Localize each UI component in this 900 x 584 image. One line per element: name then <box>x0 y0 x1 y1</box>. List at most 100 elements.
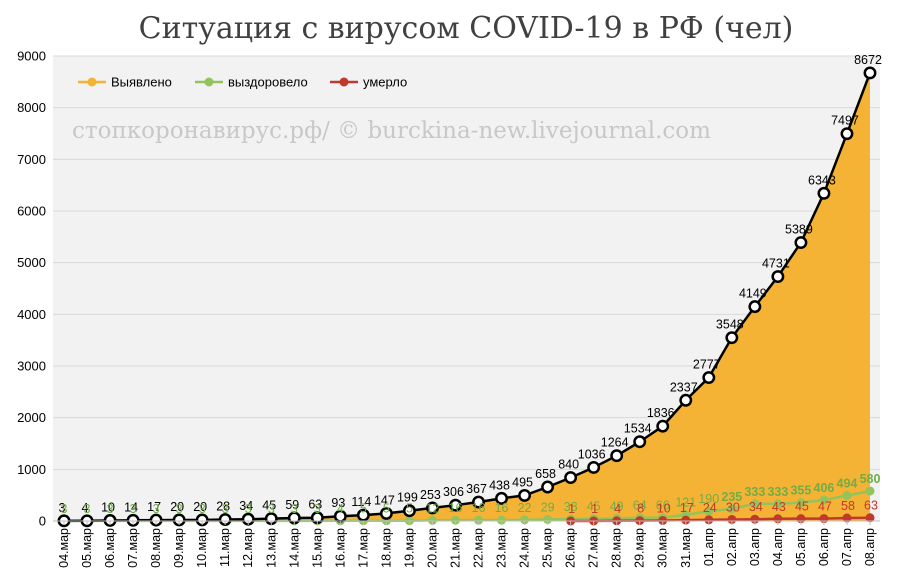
x-tick-label: 08.апр <box>863 528 877 566</box>
detected-data-label: 93 <box>331 496 345 510</box>
deaths-data-label: 47 <box>818 500 832 514</box>
x-tick-label: 08.мар <box>149 528 163 568</box>
legend-label: умерло <box>363 75 407 90</box>
recovered-data-label: 235 <box>721 490 742 504</box>
detected-data-label: 4731 <box>762 257 790 271</box>
x-tick-label: 09.мар <box>172 528 186 568</box>
detected-point <box>587 461 601 474</box>
recovered-point <box>450 515 460 525</box>
detected-point <box>541 480 555 494</box>
deaths-point <box>727 514 737 524</box>
recovered-data-label: 5 <box>383 502 390 516</box>
detected-point <box>195 513 209 527</box>
recovered-point <box>474 515 484 525</box>
x-tick-label: 16.мар <box>333 528 347 568</box>
recovered-data-label: 4 <box>337 502 344 516</box>
recovered-data-label: 64 <box>633 499 647 513</box>
y-tick-label: 7000 <box>17 152 46 167</box>
x-tick-label: 12.мар <box>241 528 255 568</box>
recovered-point <box>543 515 553 525</box>
y-tick-label: 8000 <box>17 100 46 115</box>
detected-point <box>633 435 647 449</box>
detected-point <box>817 186 831 200</box>
recovered-data-label: 3 <box>314 502 321 516</box>
detected-data-label: 45 <box>262 499 276 513</box>
x-tick-label: 29.мар <box>633 528 647 568</box>
detected-point <box>518 488 532 502</box>
x-tick-label: 05.апр <box>794 528 808 566</box>
detected-data-label: 306 <box>443 485 464 499</box>
recovered-data-label: 333 <box>767 485 788 499</box>
x-tick-label: 11.мар <box>218 528 232 567</box>
detected-data-label: 114 <box>351 495 371 509</box>
detected-point <box>679 393 693 407</box>
detected-data-label: 840 <box>558 458 579 472</box>
detected-data-label: 4149 <box>739 287 767 301</box>
deaths-point <box>704 515 714 525</box>
recovered-data-label: 5 <box>360 502 367 516</box>
recovered-point <box>497 515 507 525</box>
detected-point <box>149 513 163 527</box>
detected-point <box>725 331 739 345</box>
detected-data-label: 3548 <box>716 318 744 332</box>
detected-data-label: 6343 <box>808 173 836 187</box>
detected-point <box>103 514 117 527</box>
gridlines <box>53 55 880 522</box>
deaths-data-label: 63 <box>864 499 878 513</box>
recovered-data-label: 5 <box>406 502 413 516</box>
x-tick-label: 06.мар <box>103 528 117 568</box>
x-tick-label: 31.мар <box>679 528 693 568</box>
detected-point <box>610 449 624 463</box>
recovered-data-label: 190 <box>698 492 719 506</box>
recovered-data-label: 3 <box>291 502 298 516</box>
detected-data-label: 658 <box>535 467 556 481</box>
recovered-point <box>819 495 829 505</box>
detected-data-label: 4 <box>82 501 89 515</box>
x-tick-label: 23.мар <box>495 528 509 568</box>
y-tick-label: 6000 <box>17 204 46 219</box>
recovered-data-label: 16 <box>472 501 486 515</box>
detected-point <box>840 127 854 141</box>
recovered-data-label: 3 <box>130 502 137 516</box>
y-tick-label: 3000 <box>17 359 46 374</box>
detected-data-label: 367 <box>466 482 487 496</box>
detected-data-label: 1534 <box>624 422 652 436</box>
deaths-data-label: 30 <box>726 500 740 514</box>
detected-point <box>656 419 670 433</box>
x-tick-label: 19.мар <box>402 528 416 568</box>
detected-point <box>794 236 808 250</box>
recovered-point <box>727 504 737 514</box>
x-tick-label: 04.апр <box>771 528 785 566</box>
recovered-data-label: 3 <box>245 502 252 516</box>
recovered-data-label: 121 <box>675 496 696 510</box>
recovered-point <box>704 506 714 516</box>
detected-point <box>495 491 508 505</box>
detected-data-label: 495 <box>512 475 533 489</box>
detected-data-label: 17 <box>147 500 161 514</box>
detected-data-label: 2777 <box>693 358 721 372</box>
recovered-data-label: 3 <box>176 502 183 516</box>
detected-data-label: 3 <box>59 501 66 515</box>
detected-data-label: 20 <box>193 500 207 514</box>
detected-point <box>426 501 439 515</box>
deaths-data-label: 58 <box>841 499 855 513</box>
detected-data-label: 2337 <box>670 380 698 394</box>
deaths-point <box>681 515 691 525</box>
x-tick-label: 15.мар <box>310 528 324 568</box>
detected-data-label: 147 <box>374 493 395 507</box>
recovered-point <box>750 499 760 509</box>
x-tick-label: 18.мар <box>379 528 393 568</box>
recovered-data-label: 580 <box>860 472 881 486</box>
recovered-point <box>520 515 530 525</box>
watermark: стопкоронавирус.рф/ © burckina-new.livej… <box>72 118 711 144</box>
recovered-data-label: 49 <box>610 499 624 513</box>
detected-data-label: 1836 <box>647 406 675 420</box>
detected-point <box>402 504 416 518</box>
recovered-data-label: 3 <box>84 502 91 516</box>
detected-point <box>702 371 716 384</box>
legend-marker <box>87 77 97 87</box>
legend-label: Выявлено <box>111 75 172 90</box>
deaths-data-label: 4 <box>614 502 621 516</box>
recovered-point <box>842 490 852 500</box>
